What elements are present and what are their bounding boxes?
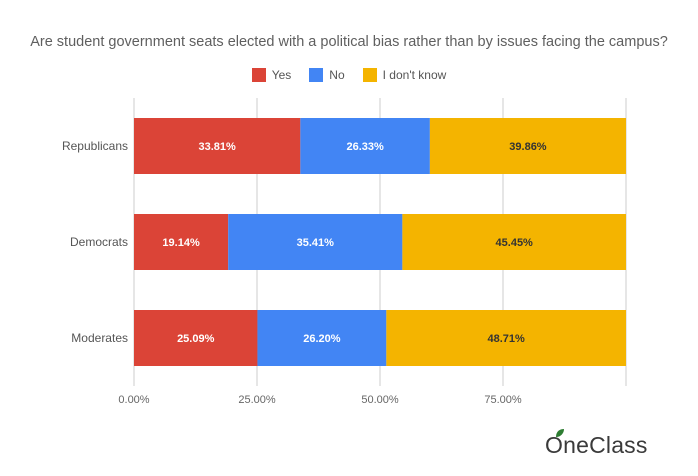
x-tick-label: 50.00% [361, 394, 399, 406]
legend-item-yes: Yes [251, 68, 292, 82]
brand-text: OneClass [545, 431, 648, 458]
legend-label-i-dont-know: I don't know [382, 68, 447, 82]
y-category-label: Democrats [70, 235, 128, 249]
legend-item-no: No [309, 68, 345, 82]
bar-segment [402, 214, 626, 270]
data-label: 48.71% [488, 333, 526, 345]
data-label: 39.86% [509, 141, 547, 153]
oneclass-logo: OneClass [545, 429, 648, 460]
x-tick-label: 75.00% [484, 394, 522, 406]
bar-segment [134, 310, 258, 366]
bar-segment [228, 214, 403, 270]
legend: Yes No I don't know [0, 68, 698, 82]
leaf-icon [556, 429, 564, 437]
data-label: 19.14% [162, 237, 200, 249]
data-label: 25.09% [177, 333, 215, 345]
x-tick-label: 0.00% [118, 394, 149, 406]
bar-segment [134, 118, 301, 174]
chart-title: Are student government seats elected wit… [30, 34, 668, 50]
legend-swatch-i-dont-know [362, 68, 377, 82]
legend-label-no: No [329, 68, 345, 82]
legend-swatch-yes [251, 68, 266, 82]
data-label: 45.45% [496, 237, 534, 249]
data-label: 35.41% [297, 237, 335, 249]
data-label: 33.81% [199, 141, 237, 153]
legend-item-i-dont-know: I don't know [362, 68, 447, 82]
bar-segment [386, 310, 626, 366]
legend-swatch-no [309, 68, 324, 82]
y-category-label: Moderates [71, 331, 128, 345]
bar-segment [257, 310, 387, 366]
bar-segment [300, 118, 430, 174]
x-tick-label: 25.00% [238, 394, 276, 406]
legend-label-yes: Yes [271, 68, 292, 82]
y-category-label: Republicans [62, 139, 128, 153]
data-label: 26.33% [346, 141, 384, 153]
bar-segment [134, 214, 229, 270]
data-label: 26.20% [303, 333, 341, 345]
bar-segment [429, 118, 626, 174]
